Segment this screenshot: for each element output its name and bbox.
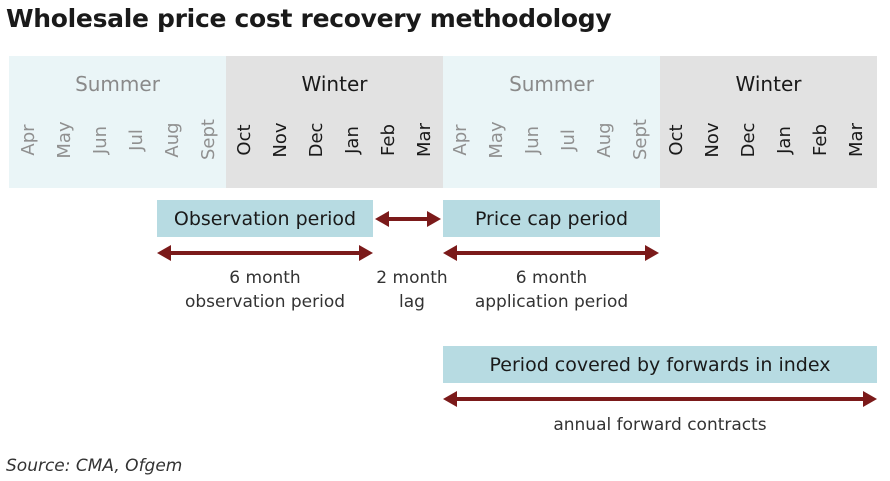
lag-note-line2: lag bbox=[399, 292, 425, 312]
application-note: 6 month application period bbox=[443, 266, 660, 314]
season-label-winter-1: Winter bbox=[301, 72, 368, 96]
application-note-line1: 6 month bbox=[515, 268, 588, 288]
application-arrow bbox=[443, 245, 659, 261]
season-label-summer-2: Summer bbox=[509, 72, 594, 96]
observation-note: 6 month observation period bbox=[157, 266, 373, 314]
forwards-period-box: Period covered by forwards in index bbox=[443, 346, 877, 383]
season-band-summer-1 bbox=[9, 56, 226, 188]
page-title: Wholesale price cost recovery methodolog… bbox=[6, 4, 612, 33]
application-note-line2: application period bbox=[474, 292, 629, 312]
annual-forward-note: annual forward contracts bbox=[553, 415, 767, 435]
season-band-summer-2 bbox=[443, 56, 660, 188]
lag-note-line1: 2 month bbox=[376, 268, 448, 288]
observation-note-line2: observation period bbox=[184, 292, 346, 312]
source-note: Source: CMA, Ofgem bbox=[6, 456, 183, 476]
season-band-winter-1 bbox=[226, 56, 443, 188]
observation-arrow bbox=[157, 245, 373, 261]
season-band-winter-2 bbox=[660, 56, 877, 188]
observation-note-line1: 6 month bbox=[229, 268, 301, 288]
season-label-summer-1: Summer bbox=[75, 72, 160, 96]
observation-period-box: Observation period bbox=[157, 200, 373, 237]
lag-arrow bbox=[375, 211, 441, 227]
season-label-winter-2: Winter bbox=[735, 72, 802, 96]
lag-note: 2 month lag bbox=[368, 266, 456, 314]
annual-forward-arrow bbox=[443, 391, 877, 407]
price-cap-period-box: Price cap period bbox=[443, 200, 660, 237]
